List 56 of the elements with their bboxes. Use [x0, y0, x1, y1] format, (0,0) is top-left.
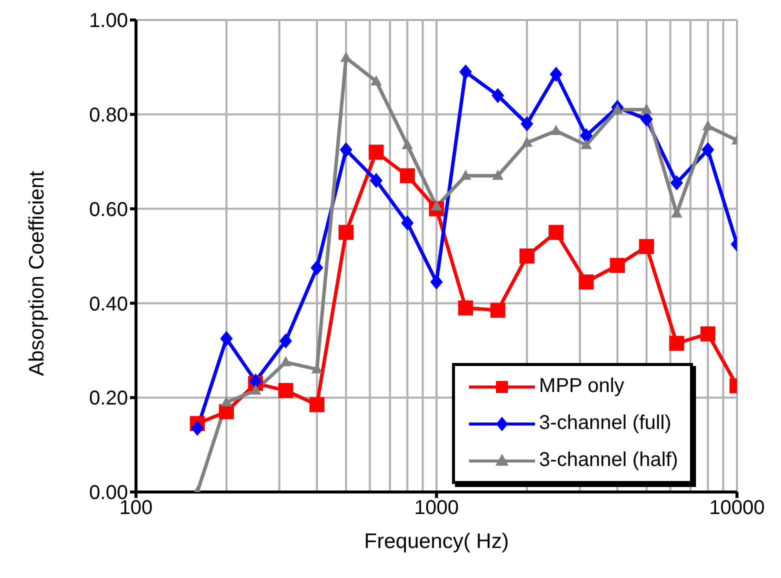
point: [459, 64, 472, 80]
point: [492, 88, 504, 104]
y-tick-label: 0.60: [89, 198, 128, 221]
point: [639, 239, 654, 254]
point: [640, 104, 652, 114]
point: [218, 404, 234, 420]
point: [338, 224, 354, 240]
point: [368, 144, 384, 160]
y-tick-label: 0.80: [89, 104, 128, 126]
point: [490, 302, 506, 318]
legend-label: 3-channel (full): [539, 412, 672, 435]
point: [610, 258, 625, 273]
point: [280, 356, 292, 366]
point: [278, 383, 294, 398]
point: [700, 326, 716, 342]
point: [640, 112, 653, 127]
point: [370, 172, 382, 188]
point: [279, 333, 292, 349]
point: [310, 260, 324, 276]
point: [702, 142, 714, 158]
point: [402, 138, 413, 150]
point: [670, 175, 683, 190]
legend-label: MPP only: [539, 375, 624, 398]
point: [550, 66, 562, 82]
point: [250, 384, 262, 395]
point: [669, 336, 684, 351]
point: [519, 248, 534, 264]
point: [220, 396, 232, 406]
point: [671, 207, 682, 218]
point: [702, 120, 714, 130]
point: [400, 168, 415, 184]
point: [520, 116, 534, 132]
y-axis-title: Absorption Coefficient: [25, 170, 48, 376]
legend-label: 3-channel (half): [539, 449, 678, 472]
point: [580, 138, 592, 150]
y-tick-label: 0.40: [89, 293, 128, 316]
point: [458, 300, 474, 316]
point: [340, 142, 352, 158]
point: [309, 397, 324, 412]
y-tick-label: 1.00: [89, 10, 128, 32]
point: [191, 420, 204, 436]
x-tick-label: 1000: [414, 497, 459, 520]
x-tick-label: 10000: [709, 497, 765, 520]
point: [550, 124, 562, 135]
y-tick-label: 0.20: [89, 388, 128, 410]
point: [492, 170, 504, 180]
point: [460, 170, 472, 180]
point: [430, 274, 443, 290]
point: [220, 331, 233, 346]
x-axis-title: Frequency( Hz): [364, 530, 509, 553]
point: [401, 215, 414, 231]
point: [370, 75, 382, 86]
point: [521, 136, 533, 147]
point: [548, 224, 564, 240]
point: [578, 274, 594, 290]
point: [580, 128, 593, 144]
